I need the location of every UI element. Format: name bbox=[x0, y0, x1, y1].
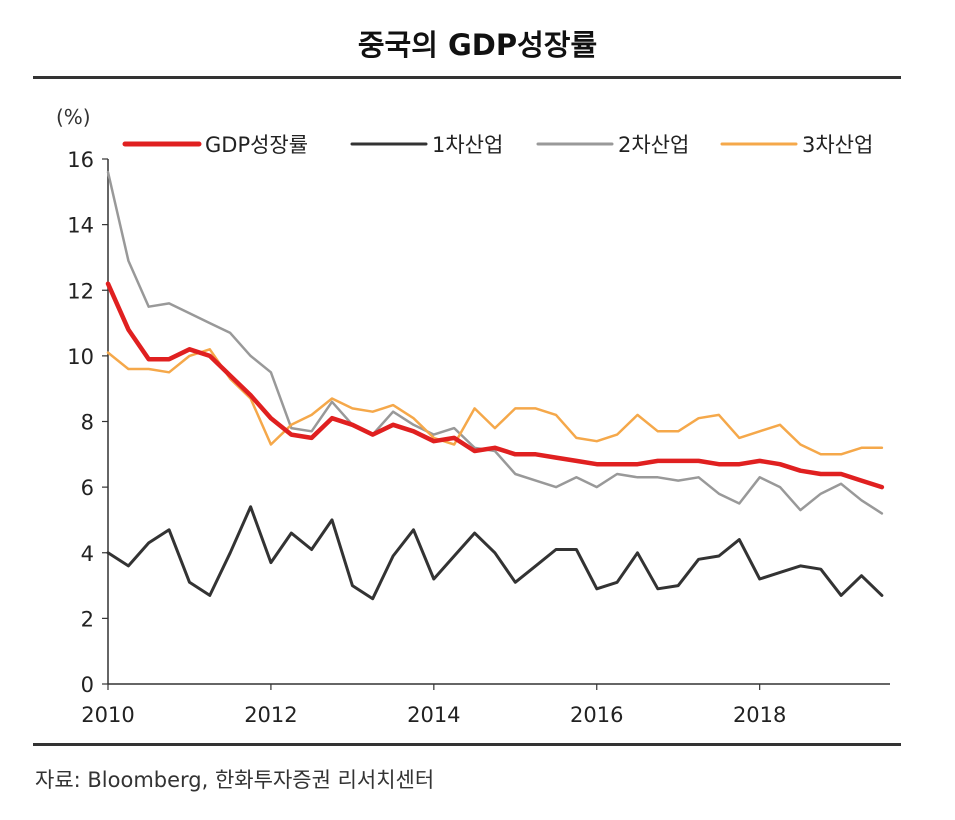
series-line-1 bbox=[105, 281, 885, 490]
series-line-4 bbox=[106, 348, 884, 456]
y-tick-label: 10 bbox=[67, 345, 94, 369]
y-tick-label: 14 bbox=[67, 214, 94, 238]
y-tick-label: 4 bbox=[81, 542, 94, 566]
x-tick-label: 2018 bbox=[733, 703, 786, 727]
legend-label: 3차산업 bbox=[802, 133, 873, 157]
x-tick-label: 2010 bbox=[81, 703, 134, 727]
y-tick-label: 6 bbox=[81, 476, 94, 500]
top-rule bbox=[33, 76, 901, 79]
legend-label: 1차산업 bbox=[432, 133, 503, 157]
x-tick-label: 2014 bbox=[407, 703, 460, 727]
y-tick-label: 12 bbox=[67, 279, 94, 303]
chart-title: 중국의 GDP성장률 bbox=[357, 28, 598, 62]
legend: GDP성장률 1차산업 2차산업 3차산업 bbox=[122, 133, 873, 157]
y-tick-label: 8 bbox=[81, 411, 94, 435]
series-line-2 bbox=[106, 505, 884, 601]
source-note: 자료: Bloomberg, 한화투자증권 리서치센터 bbox=[35, 768, 435, 792]
series-lines bbox=[105, 170, 885, 601]
series-line-3 bbox=[106, 170, 884, 515]
y-axis-unit: (%) bbox=[56, 105, 91, 129]
legend-label: GDP성장률 bbox=[205, 133, 308, 157]
y-tick-label: 0 bbox=[81, 673, 94, 697]
bottom-rule bbox=[33, 743, 901, 746]
axes: 0 2 4 6 8 10 12 14 16 2010 2012 2014 2016 2018 bbox=[67, 148, 890, 727]
legend-label: 2차산업 bbox=[618, 133, 689, 157]
y-tick-label: 16 bbox=[67, 148, 94, 172]
x-tick-label: 2012 bbox=[244, 703, 297, 727]
y-tick-label: 2 bbox=[81, 607, 94, 631]
x-tick-label: 2016 bbox=[570, 703, 623, 727]
